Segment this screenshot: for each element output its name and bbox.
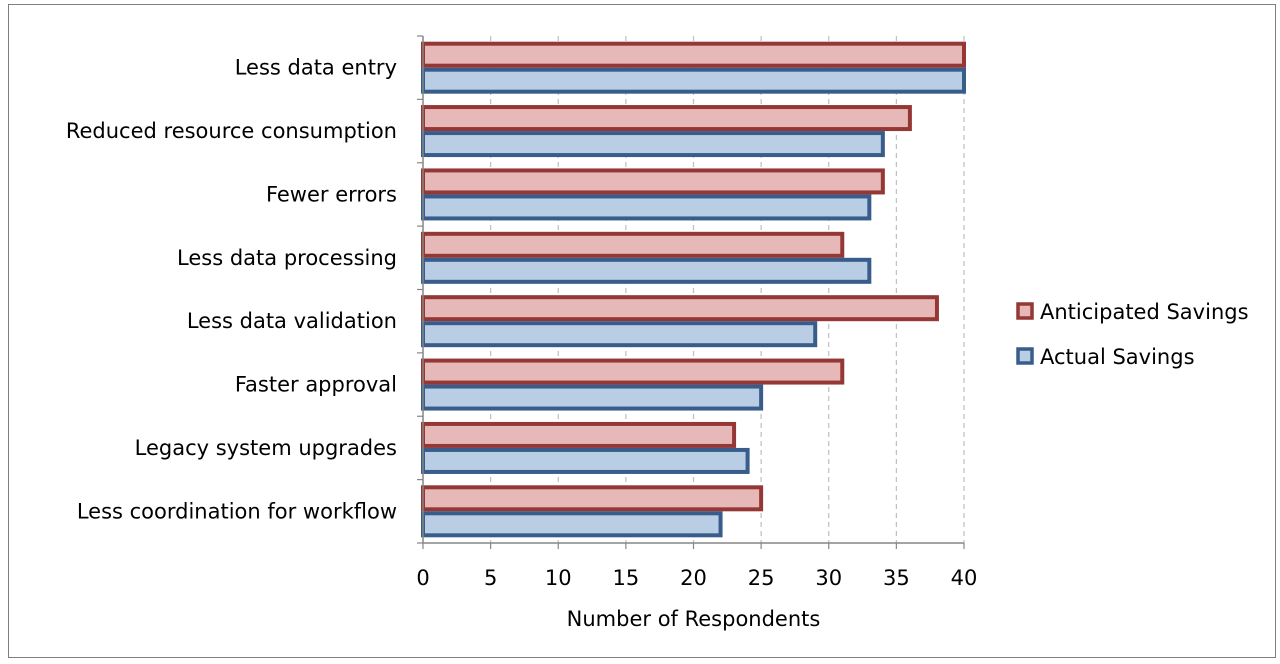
x-tick-label: 30 (815, 566, 842, 590)
x-tick-label: 40 (951, 566, 978, 590)
legend-label: Anticipated Savings (1040, 300, 1249, 324)
legend-label: Actual Savings (1040, 345, 1195, 369)
bar-anticipated-savings (421, 295, 939, 322)
legend: Anticipated Savings Actual Savings (1016, 300, 1249, 369)
category-label: Legacy system upgrades (135, 436, 397, 460)
x-tick-label: 20 (680, 566, 707, 590)
bar-anticipated-savings (421, 105, 912, 132)
bar-actual-savings (421, 194, 872, 221)
category-label: Faster approval (235, 373, 397, 397)
bar-anticipated-savings (421, 168, 885, 195)
bar-anticipated-savings (421, 421, 737, 448)
category-label: Less data processing (177, 246, 397, 270)
bar-actual-savings (421, 257, 872, 284)
bar-anticipated-savings (421, 358, 845, 385)
category-label: Reduced resource consumption (66, 119, 397, 143)
x-tick-label: 0 (416, 566, 429, 590)
bar-actual-savings (421, 67, 966, 94)
x-tick-label: 35 (883, 566, 910, 590)
x-tick-label: 5 (484, 566, 497, 590)
category-label: Less data entry (235, 56, 397, 80)
bar-anticipated-savings (421, 485, 764, 512)
x-tick-label: 10 (545, 566, 572, 590)
legend-swatch (1016, 347, 1034, 365)
bar-actual-savings (421, 384, 764, 411)
bar-actual-savings (421, 511, 723, 538)
legend-swatch (1016, 302, 1034, 320)
bar-actual-savings (421, 321, 818, 348)
category-label: Less coordination for workflow (77, 499, 397, 523)
bar-actual-savings (421, 131, 885, 158)
category-label: Less data validation (187, 309, 397, 333)
category-labels: Less data entry Reduced resource consumpt… (66, 56, 397, 524)
x-tick-label: 15 (613, 566, 640, 590)
category-label: Fewer errors (266, 182, 397, 206)
bar-anticipated-savings (421, 41, 966, 68)
axes (417, 35, 965, 549)
bar-anticipated-savings (421, 231, 845, 258)
x-tick-labels: 0 5 10 15 20 25 30 35 40 (416, 566, 977, 590)
x-axis-title: Number of Respondents (567, 607, 821, 631)
bars (421, 41, 966, 538)
bar-actual-savings (421, 447, 750, 474)
x-tick-label: 25 (748, 566, 775, 590)
